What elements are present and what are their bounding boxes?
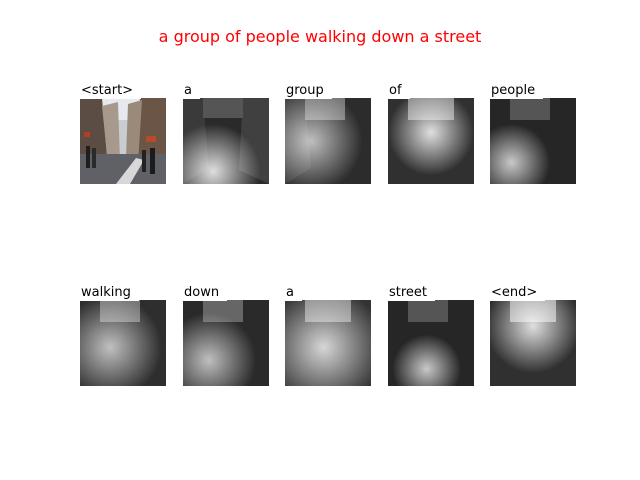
attention-map: [285, 300, 371, 386]
attention-map: [388, 98, 474, 184]
panel-word: a: [285, 286, 302, 301]
street-photo: [80, 98, 166, 184]
panel-word: of: [388, 84, 410, 99]
panel-attention: a: [285, 286, 371, 386]
panel-word: a: [183, 84, 200, 99]
panel-word: walking: [80, 286, 139, 301]
attention-map: [490, 98, 576, 184]
panel-word: street: [388, 286, 436, 301]
attention-map: [183, 98, 269, 184]
caption-title: a group of people walking down a street: [158, 27, 482, 46]
panel-attention: group: [285, 84, 371, 184]
panel-word: <end>: [490, 286, 546, 301]
attention-map: [388, 300, 474, 386]
panel-attention: a: [183, 84, 269, 184]
panel-word: <start>: [80, 84, 142, 99]
panel-word: group: [285, 84, 332, 99]
attention-map: [490, 300, 576, 386]
panel-start: <start>: [80, 84, 166, 184]
panel-attention: <end>: [490, 286, 576, 386]
attention-map: [80, 300, 166, 386]
panel-attention: down: [183, 286, 269, 386]
panel-attention: people: [490, 84, 576, 184]
panel-word: down: [183, 286, 228, 301]
panel-attention: street: [388, 286, 474, 386]
panel-attention: of: [388, 84, 474, 184]
attention-map: [285, 98, 371, 184]
panel-attention: walking: [80, 286, 166, 386]
panel-word: people: [490, 84, 544, 99]
attention-map: [183, 300, 269, 386]
